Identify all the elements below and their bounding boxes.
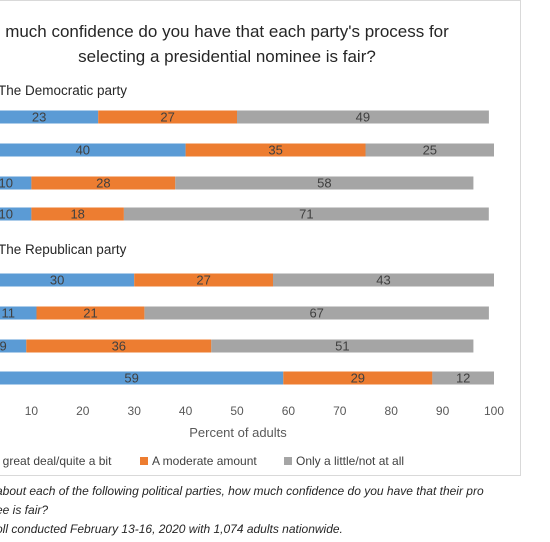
legend-swatch <box>284 457 292 465</box>
bar-segment <box>123 207 489 221</box>
x-tick-label: 10 <box>25 404 39 418</box>
footnote-question-continued: ee is fair? <box>0 503 49 517</box>
bar-segment <box>0 110 99 124</box>
bar-value-label: 71 <box>299 207 313 222</box>
legend-label: A moderate amount <box>152 454 257 468</box>
bar-value-label: 35 <box>268 143 282 158</box>
group-label-2: The Republican party <box>0 242 127 257</box>
bar-value-label: 51 <box>335 339 349 354</box>
bar-segment <box>237 110 489 124</box>
bar-value-label: 27 <box>160 110 174 125</box>
x-tick-label: 20 <box>76 404 90 418</box>
x-tick-label: 80 <box>385 404 399 418</box>
bar-segment <box>31 207 124 221</box>
bars-layer: The Democratic party 23 27 49 40 35 25 10 28 58 10… <box>0 83 494 386</box>
chart-title-line-2: selecting a presidential nominee is fair… <box>78 47 376 66</box>
chart-title-line-1: much confidence do you have that each pa… <box>5 22 449 41</box>
bar-value-label: 36 <box>112 339 126 354</box>
bar-value-label: 11 <box>2 306 16 321</box>
legend-swatch <box>140 457 148 465</box>
bar-value-label: 12 <box>456 371 470 386</box>
bar-segment <box>31 176 176 190</box>
bar-value-label: 29 <box>351 371 365 386</box>
x-tick-label: 50 <box>230 404 244 418</box>
bar-segment <box>0 176 32 190</box>
bar-value-label: 10 <box>0 176 13 191</box>
stacked-bar-chart: much confidence do you have that each pa… <box>0 22 505 468</box>
footnote-question: about each of the following political pa… <box>0 484 484 498</box>
bar-segment <box>0 306 37 320</box>
footnotes: about each of the following political pa… <box>0 482 550 539</box>
group-label-1: The Democratic party <box>0 83 127 98</box>
bar-segment <box>36 306 145 320</box>
bar-value-label: 59 <box>124 371 138 386</box>
x-tick-label: 70 <box>333 404 347 418</box>
bar-value-label: 25 <box>423 143 437 158</box>
bar-segment <box>0 143 186 157</box>
x-tick-label: 60 <box>282 404 296 418</box>
bar-segment <box>144 306 489 320</box>
bar-segment <box>0 371 284 385</box>
chart-frame <box>0 0 521 476</box>
bar-segment <box>211 339 474 353</box>
bar-value-label: 67 <box>309 306 323 321</box>
bar-segment <box>0 273 135 287</box>
bar-value-label: 18 <box>70 207 84 222</box>
bar-value-label: 58 <box>317 176 331 191</box>
bar-value-label: 23 <box>32 110 46 125</box>
bar-segment <box>98 110 237 124</box>
x-axis-ticks: 10 20 30 40 50 60 70 80 90 100 <box>25 404 505 418</box>
legend-label: A great deal/quite a bit <box>0 454 112 468</box>
footnote-source: oll conducted February 13-16, 2020 with … <box>0 522 343 536</box>
bar-value-label: 27 <box>196 273 210 288</box>
x-axis-title: Percent of adults <box>189 425 287 440</box>
bar-segment <box>26 339 212 353</box>
bar-segment <box>134 273 273 287</box>
bar-value-label: 30 <box>50 273 64 288</box>
bar-segment <box>0 207 32 221</box>
bar-segment <box>185 143 366 157</box>
legend: A great deal/quite a bit A moderate amoun… <box>0 454 404 468</box>
bar-value-label: 40 <box>76 143 90 158</box>
bar-segment <box>273 273 494 287</box>
bar-value-label: 9 <box>0 339 7 354</box>
x-tick-label: 100 <box>484 404 504 418</box>
legend-label: Only a little/not at all <box>296 454 404 468</box>
bar-value-label: 10 <box>0 207 13 222</box>
x-tick-label: 40 <box>179 404 193 418</box>
x-tick-label: 30 <box>128 404 142 418</box>
bar-segment <box>365 143 494 157</box>
bar-value-label: 43 <box>376 273 390 288</box>
bar-segment <box>432 371 494 385</box>
bar-segment <box>0 339 27 353</box>
x-tick-label: 90 <box>436 404 450 418</box>
bar-segment <box>175 176 474 190</box>
bar-segment <box>283 371 433 385</box>
bar-value-label: 21 <box>83 306 97 321</box>
bar-value-label: 28 <box>96 176 110 191</box>
bar-value-label: 49 <box>356 110 370 125</box>
